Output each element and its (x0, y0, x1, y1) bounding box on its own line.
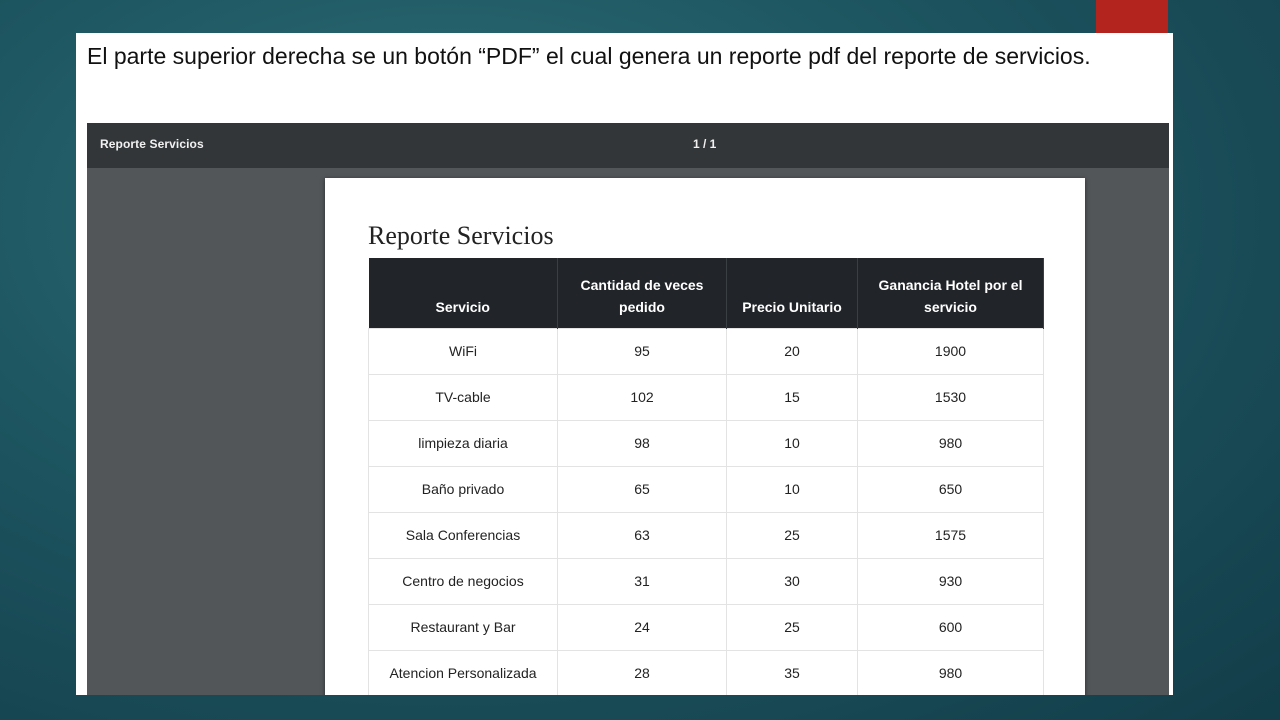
red-accent-bar (1096, 0, 1168, 33)
cell-cantidad: 65 (557, 465, 727, 513)
cell-cantidad: 98 (557, 419, 727, 467)
table-row: Restaurant y Bar 24 25 600 (368, 603, 1044, 651)
cell-servicio: limpieza diaria (368, 419, 558, 467)
cell-servicio: Centro de negocios (368, 557, 558, 605)
table-row: TV-cable 102 15 1530 (368, 373, 1044, 421)
cell-ganancia: 980 (857, 649, 1044, 695)
pdf-viewer-title: Reporte Servicios (100, 137, 204, 151)
cell-servicio: TV-cable (368, 373, 558, 421)
cell-precio: 15 (726, 373, 858, 421)
cell-servicio: Baño privado (368, 465, 558, 513)
cell-ganancia: 930 (857, 557, 1044, 605)
document-title: Reporte Servicios (368, 221, 554, 250)
table-row: Baño privado 65 10 650 (368, 465, 1044, 513)
cell-cantidad: 95 (557, 327, 727, 375)
cell-precio: 20 (726, 327, 858, 375)
cell-precio: 10 (726, 419, 858, 467)
cell-precio: 30 (726, 557, 858, 605)
header-servicio: Servicio (368, 258, 558, 328)
cell-precio: 25 (726, 511, 858, 559)
cell-ganancia: 600 (857, 603, 1044, 651)
cell-servicio: Sala Conferencias (368, 511, 558, 559)
cell-precio: 10 (726, 465, 858, 513)
pdf-viewer: Reporte Servicios 1 / 1 Reporte Servicio… (87, 123, 1169, 695)
report-table: Servicio Cantidad de veces pedido Precio… (368, 258, 1044, 695)
cell-servicio: Atencion Personalizada (368, 649, 558, 695)
slide-panel: El parte superior derecha se un botón “P… (76, 33, 1173, 695)
table-row: Atencion Personalizada 28 35 980 (368, 649, 1044, 695)
table-row: WiFi 95 20 1900 (368, 327, 1044, 375)
cell-ganancia: 1530 (857, 373, 1044, 421)
header-cantidad: Cantidad de veces pedido (557, 258, 727, 328)
cell-cantidad: 102 (557, 373, 727, 421)
table-row: limpieza diaria 98 10 980 (368, 419, 1044, 467)
header-ganancia: Ganancia Hotel por el servicio (857, 258, 1044, 328)
cell-cantidad: 63 (557, 511, 727, 559)
page-indicator: 1 / 1 (693, 137, 717, 151)
cell-cantidad: 28 (557, 649, 727, 695)
pdf-viewer-toolbar: Reporte Servicios 1 / 1 (87, 123, 1169, 168)
cell-precio: 25 (726, 603, 858, 651)
cell-cantidad: 31 (557, 557, 727, 605)
cell-ganancia: 1575 (857, 511, 1044, 559)
cell-precio: 35 (726, 649, 858, 695)
table-row: Sala Conferencias 63 25 1575 (368, 511, 1044, 559)
cell-servicio: WiFi (368, 327, 558, 375)
cell-ganancia: 980 (857, 419, 1044, 467)
cell-ganancia: 1900 (857, 327, 1044, 375)
table-header-row: Servicio Cantidad de veces pedido Precio… (368, 258, 1044, 328)
table-row: Centro de negocios 31 30 930 (368, 557, 1044, 605)
cell-ganancia: 650 (857, 465, 1044, 513)
pdf-page: Reporte Servicios Servicio Cantidad de v… (325, 178, 1085, 695)
cell-servicio: Restaurant y Bar (368, 603, 558, 651)
header-precio: Precio Unitario (726, 258, 858, 328)
cell-cantidad: 24 (557, 603, 727, 651)
slide-caption: El parte superior derecha se un botón “P… (87, 43, 1091, 69)
